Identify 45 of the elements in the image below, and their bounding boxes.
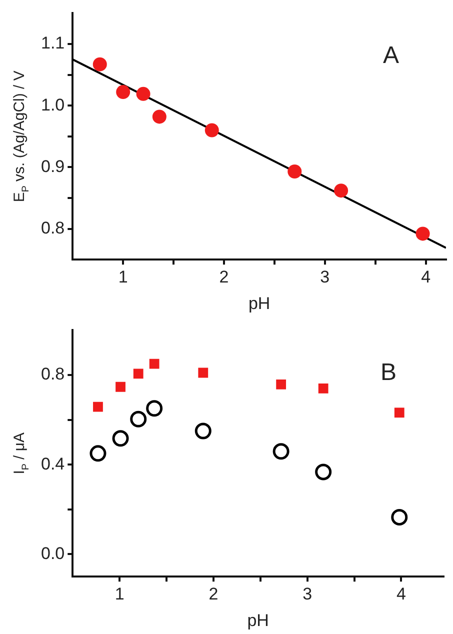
- y-tick-label: 0.8: [40, 218, 65, 238]
- point: [334, 184, 348, 198]
- point: [391, 508, 408, 526]
- point: [112, 430, 129, 447]
- annotation: B: [380, 359, 397, 386]
- point: [276, 379, 286, 390]
- x-tick-label: 1: [118, 267, 128, 286]
- y-tick-label: 0.8: [40, 364, 65, 384]
- point: [149, 358, 160, 369]
- y-tick-label: 1.1: [40, 34, 65, 53]
- x-tick-label: 2: [219, 267, 229, 286]
- point: [92, 57, 107, 72]
- point: [318, 383, 328, 394]
- point: [90, 445, 106, 462]
- point: [152, 110, 166, 124]
- point: [288, 164, 302, 179]
- x-tick-label: 4: [396, 584, 406, 604]
- x-tick-label: 2: [208, 584, 218, 604]
- x-tick-label: 4: [421, 267, 431, 286]
- point: [394, 408, 404, 418]
- point: [93, 402, 103, 412]
- x-axis-title: pH: [248, 294, 270, 313]
- y-tick-label: 1.0: [40, 95, 65, 114]
- y-axis-title: EP vs. (Ag/AgCl) / V: [11, 70, 32, 202]
- annotation: A: [382, 42, 400, 70]
- point: [133, 368, 144, 379]
- y-tick-label: 0.0: [40, 544, 65, 563]
- point: [204, 123, 219, 138]
- point: [194, 422, 212, 440]
- point: [416, 226, 430, 241]
- y-tick-label: 0.4: [40, 454, 65, 474]
- point: [116, 85, 130, 100]
- x-tick-label: 3: [302, 584, 312, 604]
- x-tick-label: 1: [114, 584, 124, 604]
- point: [198, 368, 208, 378]
- point: [146, 400, 163, 417]
- x-axis-title: pH: [247, 611, 269, 630]
- point: [272, 443, 290, 460]
- point: [130, 410, 147, 428]
- point: [136, 86, 150, 101]
- y-axis-title: IP / μA: [11, 432, 32, 474]
- point: [315, 464, 332, 480]
- point: [116, 382, 126, 392]
- x-tick-label: 3: [320, 267, 330, 286]
- y-tick-label: 0.9: [40, 156, 65, 176]
